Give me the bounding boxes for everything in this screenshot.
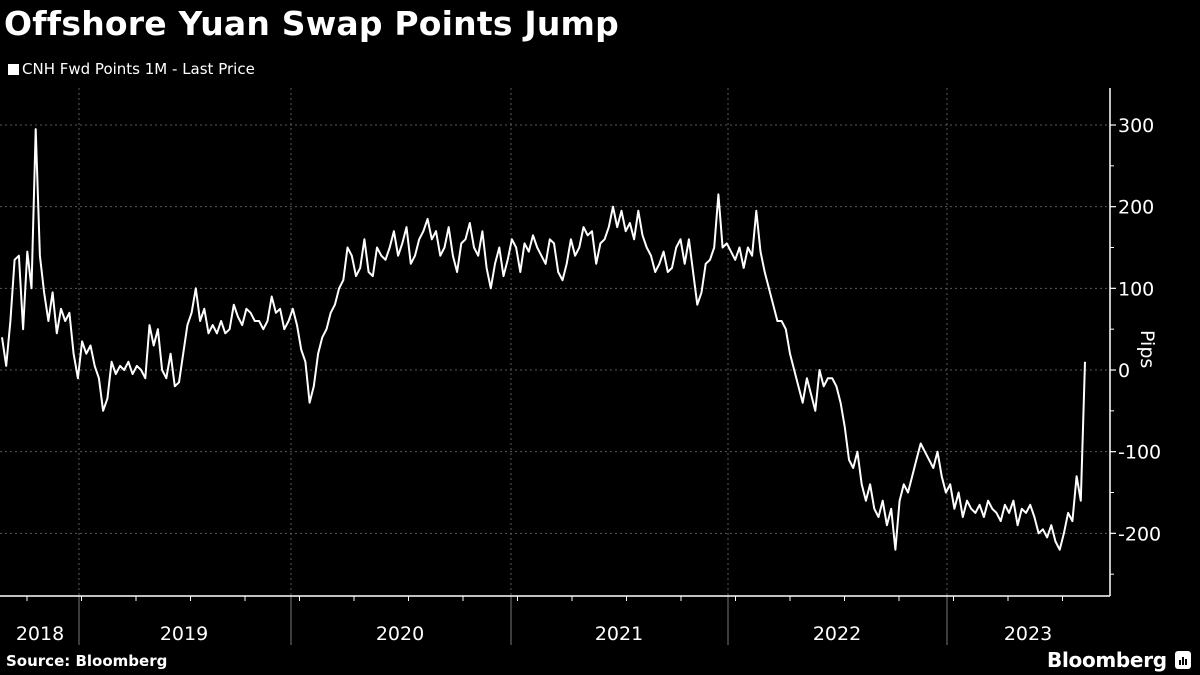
bloomberg-logo: Bloomberg — [1047, 648, 1191, 672]
series-line-cnh-fwd-points — [1, 128, 1086, 551]
x-tick-label: 2020 — [376, 623, 424, 645]
x-tick-label: 2022 — [813, 623, 861, 645]
x-tick-label: 2023 — [1004, 623, 1052, 645]
y-tick-label: 100 — [1118, 278, 1154, 300]
legend-label: CNH Fwd Points 1M - Last Price — [22, 60, 255, 78]
y-tick-label: 200 — [1118, 197, 1154, 219]
y-tick-label: -100 — [1118, 442, 1161, 464]
y-tick-label: 0 — [1118, 360, 1130, 382]
legend: CNH Fwd Points 1M - Last Price — [8, 60, 255, 78]
x-tick-label: 2018 — [16, 623, 64, 645]
bloomberg-chart-icon — [1174, 651, 1191, 669]
source-note: Source: Bloomberg — [6, 652, 168, 670]
x-tick-label: 2021 — [595, 623, 643, 645]
y-axis-label: Pips — [1136, 330, 1158, 369]
y-tick-label: 300 — [1118, 115, 1154, 137]
brand-text: Bloomberg — [1047, 648, 1167, 672]
chart-title: Offshore Yuan Swap Points Jump — [4, 4, 619, 43]
x-tick-label: 2019 — [160, 623, 208, 645]
legend-swatch-icon — [8, 63, 19, 75]
y-tick-label: -200 — [1118, 523, 1161, 545]
